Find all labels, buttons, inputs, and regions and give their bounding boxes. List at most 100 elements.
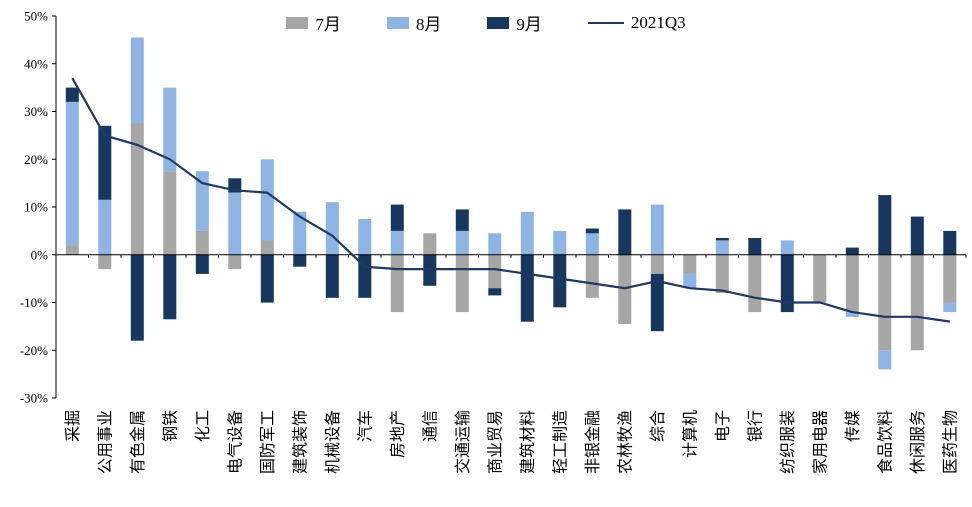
category-label: 采掘 [64,410,82,442]
bar-segment-7月 [390,254,404,313]
y-tick-label: -30% [20,391,48,406]
bar-segment-7月 [163,171,177,255]
y-tick-label: 30% [24,104,48,119]
y-tick-label: 0% [31,247,49,262]
category-label: 房地产 [389,410,407,458]
q3-trend-line [71,77,950,323]
bar-segment-7月 [585,254,599,298]
bar-segment-8月 [455,230,469,255]
y-tick-label: 20% [24,152,48,167]
category-label: 轻工制造 [551,410,569,474]
bar-segment-8月 [195,171,209,231]
category-label: 公用事业 [96,410,114,474]
category-label: 国防军工 [259,410,277,474]
bar-segment-8月 [358,218,372,255]
category-label: 食品饮料 [876,410,894,474]
bar-segment-7月 [65,245,79,255]
bar-segment-7月 [715,254,729,293]
bar-segment-8月 [683,273,697,289]
bar-segment-7月 [650,254,664,274]
bar-segment-7月 [845,254,859,313]
category-label: 交通运输 [454,410,472,474]
bar-segment-9月 [423,254,437,286]
bar-segment-9月 [325,254,339,298]
category-label: 机械设备 [324,410,342,474]
bar-segment-9月 [488,288,502,296]
bar-segment-9月 [650,273,664,332]
bar-segment-8月 [260,159,274,241]
category-label: 计算机 [680,410,699,458]
bar-segment-9月 [293,254,307,267]
category-label: 建筑材料 [519,410,537,474]
bar-segment-8月 [715,240,729,255]
category-label: 化工 [194,410,212,442]
bar-segment-8月 [553,230,567,255]
bar-segment-8月 [293,211,307,255]
bar-segment-9月 [390,204,404,231]
bar-segment-9月 [618,209,632,255]
bar-segment-9月 [585,228,599,234]
category-label: 传媒 [844,410,862,442]
category-label: 电子 [714,410,732,442]
bar-segment-7月 [813,254,827,303]
category-label: 休闲服务 [909,410,927,474]
bar-segment-8月 [228,192,242,255]
bar-segment-7月 [748,254,762,313]
y-tick-label: -10% [20,295,48,310]
bar-segment-7月 [455,254,469,313]
bar-segment-8月 [585,233,599,255]
bar-segment-8月 [163,87,177,172]
bar-segment-9月 [553,254,567,308]
bar-segment-7月 [130,123,144,255]
bar-segment-8月 [520,211,534,255]
bar-segment-8月 [488,233,502,255]
category-label: 汽车 [356,410,374,442]
category-label: 纺织服装 [779,410,797,474]
category-label: 银行 [746,410,764,442]
bar-segment-7月 [488,254,502,289]
category-label: 有色金属 [129,410,147,474]
bar-segment-8月 [98,199,112,255]
bar-segment-7月 [910,254,924,351]
bar-segment-8月 [943,302,957,313]
bar-segment-9月 [98,125,112,200]
bar-segment-9月 [65,87,79,102]
bar-segment-9月 [195,254,209,274]
bar-segment-8月 [130,37,144,124]
category-label: 电气设备 [226,410,244,474]
bar-segment-9月 [163,254,177,320]
bar-segment-7月 [878,254,892,351]
bar-segment-9月 [910,216,924,255]
bar-segment-8月 [65,102,79,246]
bar-segment-8月 [650,204,664,255]
y-tick-label: 10% [24,200,48,215]
bar-segment-9月 [455,209,469,231]
bar-segment-7月 [943,254,957,303]
bar-segment-7月 [195,230,209,255]
bar-segment-9月 [878,195,892,255]
bar-segment-9月 [358,254,372,298]
category-label: 非银金融 [584,410,602,474]
bar-segment-8月 [845,312,859,317]
bar-segment-8月 [390,230,404,255]
bar-segment-7月 [618,254,632,324]
category-label: 商业贸易 [486,410,504,474]
category-label: 家用电器 [811,410,829,474]
bar-segment-7月 [260,240,274,255]
category-label: 医药生物 [941,410,959,474]
category-label: 钢铁 [161,410,179,442]
bar-segment-9月 [520,254,534,322]
bar-segment-8月 [325,202,339,255]
bar-segment-9月 [943,230,957,255]
y-tick-label: 50% [24,9,48,24]
bar-segment-9月 [845,247,859,255]
bar-segment-9月 [130,254,144,341]
bar-segment-9月 [748,238,762,255]
bar-segment-9月 [260,254,274,303]
bar-segment-9月 [780,254,794,313]
bar-segment-7月 [423,233,437,255]
bar-segment-7月 [683,254,697,274]
category-label: 通信 [421,410,439,442]
